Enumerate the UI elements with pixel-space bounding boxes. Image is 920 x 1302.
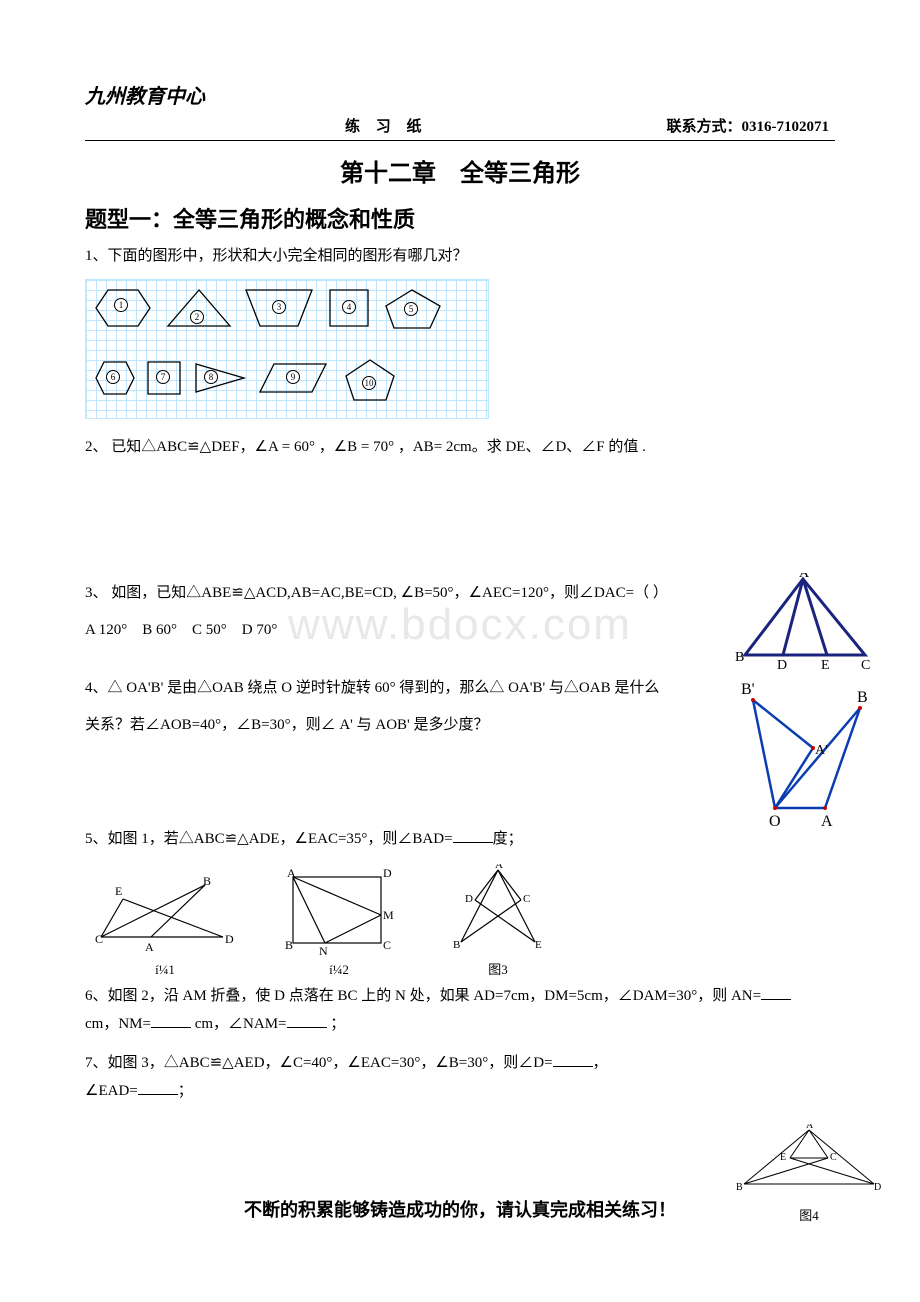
chapter-title: 第十二章 全等三角形: [85, 153, 835, 188]
svg-text:B: B: [285, 938, 293, 952]
svg-text:A: A: [821, 813, 833, 830]
question-7: 7、如图 3，△ABC≌△AED，∠C=40°，∠EAC=30°，∠B=30°，…: [85, 1049, 835, 1106]
question-6: 6、如图 2，沿 AM 折叠，使 D 点落在 BC 上的 N 处，如果 AD=7…: [85, 982, 835, 1039]
header-contact: 联系方式：0316-7102071: [667, 115, 830, 136]
section-title: 题型一：全等三角形的概念和性质: [85, 202, 835, 234]
header-practice: 练 习 纸: [345, 115, 428, 136]
shape-10-label: 10: [362, 376, 376, 390]
svg-text:E: E: [535, 939, 542, 951]
shape-1-label: 1: [114, 298, 128, 312]
svg-text:B: B: [736, 1182, 743, 1193]
svg-text:E: E: [780, 1152, 786, 1163]
question-3: 3、 如图，已知△ABE≌△ACD,AB=AC,BE=CD, ∠B=50°，∠A…: [85, 579, 835, 608]
svg-text:A': A': [815, 743, 828, 758]
header-rule: [85, 140, 835, 141]
svg-text:A: A: [495, 864, 503, 871]
svg-text:O: O: [769, 813, 781, 830]
svg-text:M: M: [383, 908, 394, 922]
question-1: 1、下面的图形中，形状和大小完全相同的图形有哪几对？: [85, 242, 835, 271]
header-org: 九州教育中心: [85, 80, 835, 109]
small-figures-row: B E C D A í¼1 A D M B N C í¼2: [95, 864, 835, 978]
figure-q3: A B D E C: [735, 573, 875, 678]
svg-text:N: N: [319, 944, 328, 955]
question-2: 2、 已知△ABC≌△DEF，∠A = 60° ，∠B = 70° ，AB= 2…: [85, 433, 835, 462]
shape-9-label: 9: [286, 370, 300, 384]
question-3-options: A 120° B 60° C 50° D 70°: [85, 616, 835, 645]
shape-6-label: 6: [106, 370, 120, 384]
shape-7-label: 7: [156, 370, 170, 384]
figure-q4: O A B A' B': [735, 680, 875, 835]
svg-text:B': B': [741, 681, 755, 698]
svg-text:C: C: [861, 658, 870, 673]
svg-text:A: A: [287, 867, 296, 880]
svg-text:C: C: [523, 893, 530, 905]
svg-text:A: A: [145, 940, 154, 954]
svg-text:B: B: [857, 689, 868, 706]
shape-2-label: 2: [190, 310, 204, 324]
svg-text:A: A: [799, 573, 810, 581]
shape-4-label: 4: [342, 300, 356, 314]
shape-5-label: 5: [404, 302, 418, 316]
figure-2: A D M B N C í¼2: [279, 867, 399, 978]
svg-text:E: E: [821, 658, 830, 673]
svg-text:D: D: [777, 658, 787, 673]
svg-text:E: E: [115, 884, 122, 898]
svg-text:C: C: [383, 938, 391, 952]
question-5: 5、如图 1，若△ABC≌△ADE，∠EAC=35°，则∠BAD=度；: [85, 825, 835, 854]
figure-3: A D C B E 图3: [443, 864, 553, 978]
shapes-panel: 1 2 3 4 5 6 7 8 9 10: [85, 279, 489, 419]
svg-text:D: D: [383, 867, 392, 880]
figure-1: B E C D A í¼1: [95, 877, 235, 978]
question-4a: 4、△ OA'B' 是由△OAB 绕点 O 逆时针旋转 60° 得到的，那么△ …: [85, 674, 835, 703]
svg-text:B: B: [735, 650, 744, 665]
figure-4: A E C B D 图4: [734, 1124, 884, 1224]
svg-text:C: C: [830, 1152, 837, 1163]
svg-text:A: A: [806, 1124, 814, 1131]
svg-text:D: D: [225, 932, 234, 946]
question-4b: 关系？若∠AOB=40°，∠B=30°，则∠ A' 与 AOB' 是多少度？: [85, 711, 835, 740]
svg-text:D: D: [874, 1182, 881, 1193]
svg-text:B: B: [203, 877, 211, 888]
svg-text:C: C: [95, 932, 103, 946]
svg-text:B: B: [453, 939, 460, 951]
shape-3-label: 3: [272, 300, 286, 314]
shape-8-label: 8: [204, 370, 218, 384]
svg-text:D: D: [465, 893, 473, 905]
